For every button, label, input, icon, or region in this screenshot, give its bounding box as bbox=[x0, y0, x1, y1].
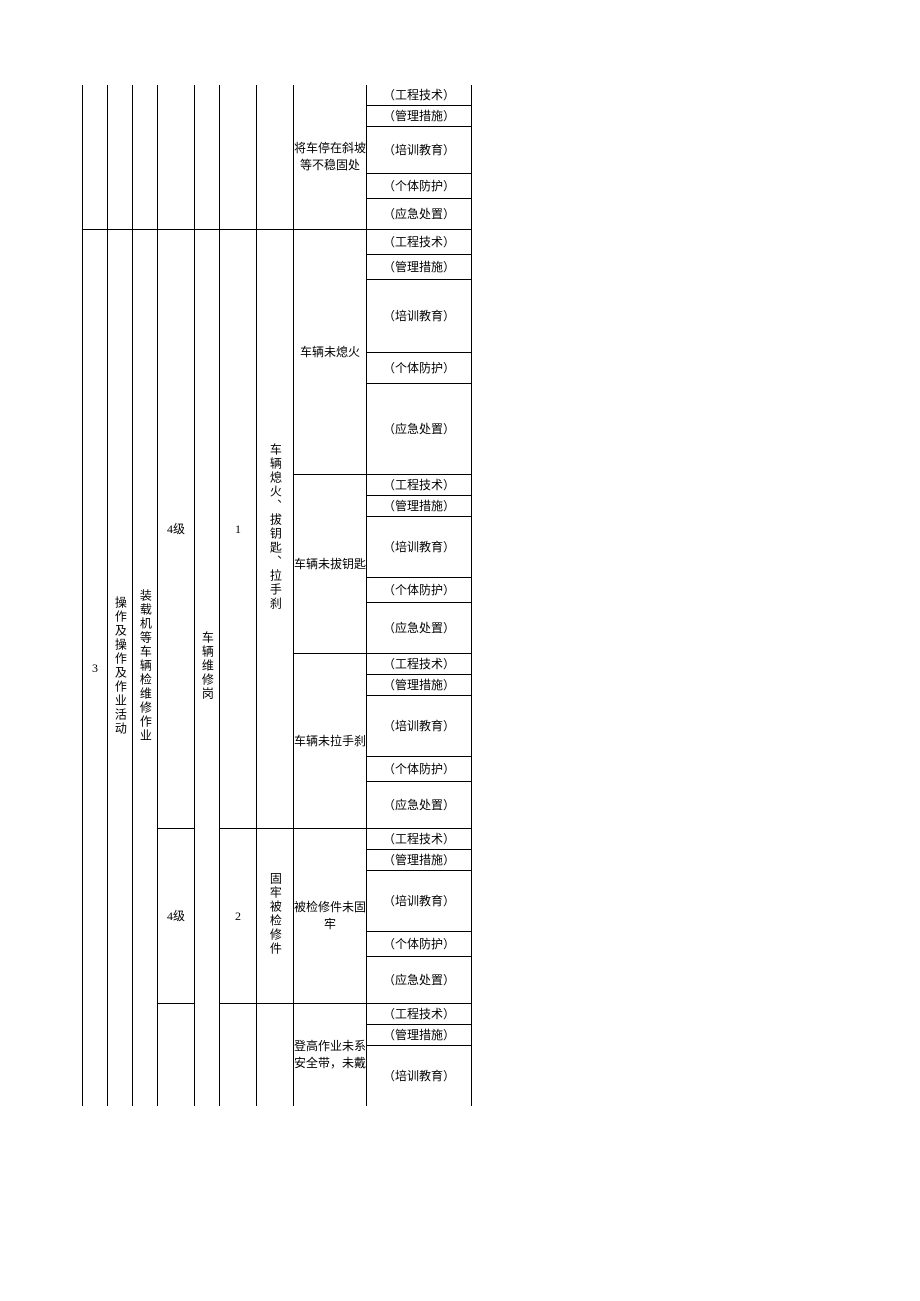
g2-h1-train: （培训教育） bbox=[367, 871, 472, 932]
cell bbox=[195, 174, 220, 199]
top-col-b bbox=[133, 85, 158, 106]
top-m-eng: （工程技术） bbox=[367, 85, 472, 106]
cell bbox=[108, 174, 133, 199]
g3-h1-mgmt: （管理措施） bbox=[367, 1025, 472, 1046]
cell bbox=[133, 199, 158, 230]
top-col-num bbox=[220, 85, 257, 106]
g1-h2-train: （培训教育） bbox=[367, 517, 472, 578]
cell bbox=[108, 199, 133, 230]
cell bbox=[220, 106, 257, 127]
cell bbox=[83, 199, 108, 230]
g3-num bbox=[220, 1004, 257, 1107]
cell bbox=[257, 127, 294, 174]
g1-h1-eng: （工程技术） bbox=[367, 230, 472, 255]
g2-h1: 被检修件未固牢 bbox=[294, 829, 367, 1004]
main-col-b-text: 装载机等车辆检维修作业 bbox=[137, 585, 154, 747]
g3-step bbox=[257, 1004, 294, 1107]
g1-h2-ppe: （个体防护） bbox=[367, 578, 472, 603]
top-col-d bbox=[257, 85, 294, 106]
g1-h3-ppe: （个体防护） bbox=[367, 757, 472, 782]
g2-h1-mgmt: （管理措施） bbox=[367, 850, 472, 871]
g1-h1: 车辆未熄火 bbox=[294, 230, 367, 475]
cell bbox=[195, 199, 220, 230]
g1-h3-train: （培训教育） bbox=[367, 696, 472, 757]
top-m-ppe: （个体防护） bbox=[367, 174, 472, 199]
main-col-a-text: 操作及操作及作业活动 bbox=[112, 592, 129, 740]
main-index: 3 bbox=[83, 230, 108, 1107]
cell bbox=[220, 174, 257, 199]
g1-h1-ppe: （个体防护） bbox=[367, 353, 472, 384]
cell bbox=[133, 127, 158, 174]
top-col-lvl bbox=[158, 85, 195, 106]
g2-h1-ppe: （个体防护） bbox=[367, 932, 472, 957]
cell bbox=[158, 174, 195, 199]
top-hazard: 将车停在斜坡等不稳固处 bbox=[294, 85, 367, 230]
g2-step-text: 固牢被检修件 bbox=[267, 868, 284, 960]
g1-h2: 车辆未拔钥匙 bbox=[294, 475, 367, 654]
g1-h1-train: （培训教育） bbox=[367, 280, 472, 353]
cell bbox=[108, 127, 133, 174]
top-col-idx bbox=[83, 85, 108, 106]
g1-num: 1 bbox=[220, 230, 257, 829]
top-m-emerg: （应急处置） bbox=[367, 199, 472, 230]
g3-level bbox=[158, 1004, 195, 1107]
g1-step-text: 车辆熄火、拔钥匙、拉手刹 bbox=[267, 439, 284, 615]
cell bbox=[83, 127, 108, 174]
g3-h1: 登高作业未系安全带，未戴 bbox=[294, 1004, 367, 1107]
g1-h3-emerg: （应急处置） bbox=[367, 782, 472, 829]
top-m-mgmt: （管理措施） bbox=[367, 106, 472, 127]
top-col-c bbox=[195, 85, 220, 106]
g1-h1-emerg: （应急处置） bbox=[367, 384, 472, 475]
g1-h3-eng: （工程技术） bbox=[367, 654, 472, 675]
g1-level: 4级 bbox=[158, 230, 195, 829]
main-col-b: 装载机等车辆检维修作业 bbox=[133, 230, 158, 1107]
main-col-a: 操作及操作及作业活动 bbox=[108, 230, 133, 1107]
g1-h2-emerg: （应急处置） bbox=[367, 603, 472, 654]
g2-level: 4级 bbox=[158, 829, 195, 1004]
cell bbox=[257, 199, 294, 230]
g2-h1-emerg: （应急处置） bbox=[367, 957, 472, 1004]
g1-h1-mgmt: （管理措施） bbox=[367, 255, 472, 280]
cell bbox=[195, 127, 220, 174]
g3-h1-eng: （工程技术） bbox=[367, 1004, 472, 1025]
main-col-c-text: 车辆维修岗 bbox=[199, 627, 216, 705]
cell bbox=[257, 174, 294, 199]
g2-step: 固牢被检修件 bbox=[257, 829, 294, 1004]
top-col-a bbox=[108, 85, 133, 106]
cell bbox=[195, 106, 220, 127]
g2-h1-eng: （工程技术） bbox=[367, 829, 472, 850]
g1-h3: 车辆未拉手刹 bbox=[294, 654, 367, 829]
cell bbox=[158, 199, 195, 230]
cell bbox=[133, 174, 158, 199]
g1-h3-mgmt: （管理措施） bbox=[367, 675, 472, 696]
cell bbox=[108, 106, 133, 127]
cell bbox=[220, 127, 257, 174]
g2-num: 2 bbox=[220, 829, 257, 1004]
cell bbox=[83, 174, 108, 199]
g1-h2-mgmt: （管理措施） bbox=[367, 496, 472, 517]
cell bbox=[158, 127, 195, 174]
cell bbox=[220, 199, 257, 230]
cell bbox=[83, 106, 108, 127]
main-col-c: 车辆维修岗 bbox=[195, 230, 220, 1107]
g3-h1-train: （培训教育） bbox=[367, 1046, 472, 1107]
g1-h2-eng: （工程技术） bbox=[367, 475, 472, 496]
cell bbox=[133, 106, 158, 127]
cell bbox=[158, 106, 195, 127]
g1-step: 车辆熄火、拔钥匙、拉手刹 bbox=[257, 230, 294, 829]
cell bbox=[257, 106, 294, 127]
top-m-train: （培训教育） bbox=[367, 127, 472, 174]
